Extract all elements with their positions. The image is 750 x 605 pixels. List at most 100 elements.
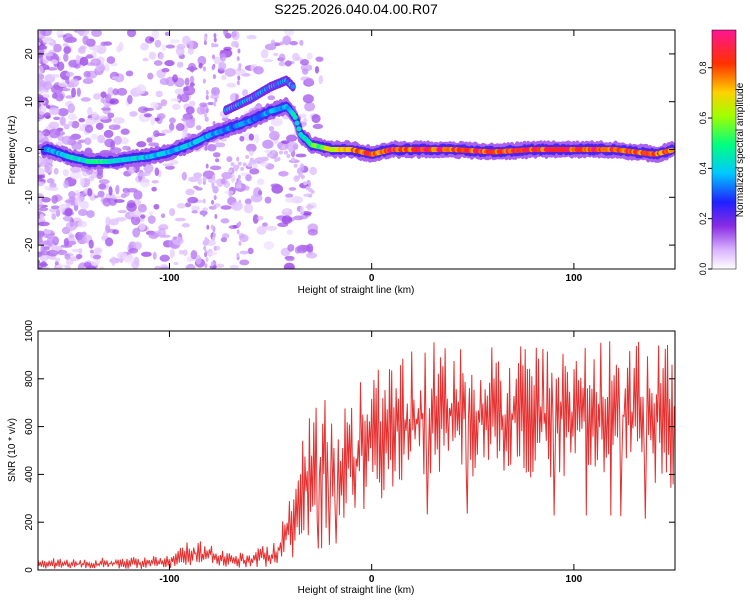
noise-blob bbox=[120, 137, 129, 145]
noise-blob bbox=[90, 58, 102, 67]
noise-streak bbox=[204, 263, 208, 269]
noise-blob bbox=[245, 174, 252, 182]
noise-blob bbox=[159, 77, 170, 85]
noise-blob bbox=[46, 67, 58, 71]
noise-blob bbox=[106, 56, 116, 64]
noise-blob bbox=[220, 178, 226, 185]
echo-blob bbox=[242, 162, 247, 167]
noise-blob bbox=[282, 35, 292, 46]
noise-blob bbox=[93, 93, 102, 100]
noise-blob bbox=[39, 213, 45, 220]
noise-blob bbox=[108, 218, 119, 226]
noise-blob bbox=[140, 251, 152, 257]
spectrogram-ridge bbox=[40, 75, 675, 171]
noise-blob bbox=[231, 30, 240, 41]
noise-blob bbox=[189, 82, 195, 87]
ridge-core bbox=[296, 126, 302, 132]
noise-blob bbox=[38, 72, 45, 81]
noise-blob bbox=[239, 135, 245, 142]
noise-blob bbox=[224, 67, 236, 77]
noise-blob bbox=[117, 210, 128, 214]
noise-blob bbox=[229, 264, 240, 269]
echo-blob bbox=[237, 161, 242, 166]
echo-blob bbox=[293, 163, 298, 168]
noise-blob bbox=[82, 35, 89, 45]
noise-blob bbox=[215, 158, 220, 163]
noise-blob bbox=[152, 251, 157, 260]
noise-blob bbox=[77, 220, 88, 228]
noise-blob bbox=[94, 195, 99, 199]
noise-blob bbox=[111, 256, 116, 267]
noise-blob bbox=[43, 81, 53, 90]
noise-streak bbox=[210, 224, 214, 230]
noise-blob bbox=[252, 214, 259, 224]
noise-blob bbox=[127, 94, 133, 105]
y-tick-label: 1000 bbox=[24, 319, 35, 342]
noise-blob bbox=[230, 173, 236, 183]
noise-blob bbox=[95, 122, 104, 130]
noise-streak bbox=[238, 63, 242, 69]
noise-blob bbox=[283, 262, 295, 269]
snr-y-axis: 0 200 400 600 800 1000 bbox=[24, 319, 675, 573]
noise-blob bbox=[160, 213, 166, 219]
noise-blob bbox=[87, 107, 93, 116]
noise-blob bbox=[105, 216, 111, 226]
noise-blob bbox=[104, 62, 110, 72]
noise-blob bbox=[285, 197, 296, 203]
noise-streak bbox=[238, 241, 242, 247]
noise-blob bbox=[247, 247, 254, 255]
noise-blob bbox=[56, 30, 64, 39]
noise-blob bbox=[249, 168, 260, 175]
noise-blob bbox=[68, 120, 73, 127]
noise-blob bbox=[133, 190, 143, 200]
echo-blob bbox=[259, 159, 264, 164]
noise-blob bbox=[75, 253, 83, 260]
noise-blob bbox=[90, 133, 99, 140]
noise-blob bbox=[187, 47, 194, 55]
noise-blob bbox=[126, 188, 138, 193]
noise-streak bbox=[206, 224, 210, 230]
noise-blob bbox=[257, 215, 264, 221]
noise-blob bbox=[248, 150, 254, 156]
noise-blob bbox=[57, 108, 69, 117]
noise-streak bbox=[211, 199, 215, 205]
noise-blob bbox=[100, 91, 107, 98]
noise-blob bbox=[38, 252, 43, 257]
noise-blob bbox=[63, 180, 70, 189]
echo-blob bbox=[308, 193, 313, 198]
noise-blob bbox=[52, 236, 60, 246]
noise-blob bbox=[175, 123, 185, 132]
noise-blob bbox=[189, 40, 194, 49]
noise-blob bbox=[159, 52, 165, 61]
noise-blob bbox=[151, 186, 157, 192]
noise-blob bbox=[305, 252, 318, 259]
noise-blob bbox=[311, 114, 321, 124]
noise-blob bbox=[263, 241, 275, 250]
noise-blob bbox=[161, 67, 170, 73]
noise-blob bbox=[197, 176, 202, 185]
noise-blob bbox=[136, 172, 149, 177]
noise-blob bbox=[181, 171, 188, 181]
noise-blob bbox=[159, 254, 170, 262]
noise-blob bbox=[188, 176, 199, 183]
spectrogram-y-label: Frequency (Hz) bbox=[7, 116, 18, 185]
echo-blob bbox=[247, 163, 252, 168]
noise-blob bbox=[304, 101, 316, 112]
spectrogram-y-axis: -20 -10 0 10 20 bbox=[24, 48, 675, 252]
noise-blob bbox=[214, 142, 226, 148]
noise-blob bbox=[153, 60, 163, 66]
noise-blob bbox=[83, 70, 91, 78]
noise-streak bbox=[235, 94, 239, 100]
noise-blob bbox=[83, 261, 92, 268]
noise-blob bbox=[38, 97, 48, 102]
y-tick-label: 10 bbox=[24, 96, 35, 108]
noise-blob bbox=[43, 229, 52, 235]
colorbar: 0.0 0.2 0.4 0.6 0.8 Normalized spectral ampl… bbox=[698, 29, 746, 275]
echo-blob bbox=[283, 150, 288, 155]
noise-blob bbox=[169, 117, 176, 124]
noise-blob bbox=[68, 190, 76, 199]
echo-blob bbox=[303, 181, 308, 186]
noise-blob bbox=[146, 137, 153, 143]
